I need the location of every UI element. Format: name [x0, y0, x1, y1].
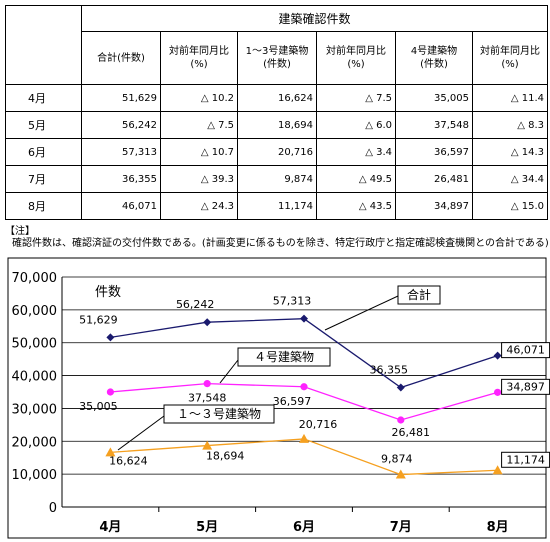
data-point	[395, 469, 406, 479]
data-point	[202, 440, 213, 450]
table-row: 8月 46,071 △ 24.3 11,174 △ 43.5 34,897 △ 15.0	[5, 192, 548, 220]
table-cell: △ 3.4	[316, 138, 396, 166]
data-label: 35,005	[79, 400, 118, 413]
y-tick-label: 0	[49, 501, 57, 516]
data-label: 56,242	[176, 298, 215, 311]
corner-cell	[5, 5, 82, 85]
callout-leader	[219, 359, 239, 384]
callout-leader	[117, 415, 165, 451]
y-tick-label: 50,000	[12, 337, 58, 352]
data-label: 37,548	[188, 392, 227, 405]
data-point	[299, 433, 309, 443]
data-point	[300, 383, 308, 391]
table-cell: 37,548	[395, 111, 473, 139]
data-point	[203, 318, 212, 327]
callout-box	[397, 285, 441, 305]
y-tick-label: 20,000	[12, 435, 58, 450]
data-label: 36,597	[273, 395, 312, 408]
data-point	[396, 383, 405, 392]
data-label: 57,313	[273, 295, 312, 308]
data-point	[397, 416, 405, 424]
table-cell: △ 14.3	[472, 138, 548, 166]
y-tick-label: 60,000	[12, 304, 58, 319]
data-label: 46,071	[506, 344, 545, 357]
table-row: 7月 36,355 △ 39.3 9,874 △ 49.5 26,481 △ 34.4	[5, 165, 548, 193]
table-cell: △ 7.5	[160, 111, 238, 139]
x-tick-label: 7月	[390, 520, 412, 535]
table-cell: 57,313	[81, 138, 161, 166]
data-label: 20,716	[299, 418, 338, 431]
callout-leader	[324, 295, 399, 331]
chart-frame	[7, 257, 547, 539]
data-point	[105, 447, 116, 457]
table-cell: △ 15.0	[472, 192, 548, 220]
header-cell: 1～3号建築物 (件数)	[237, 31, 317, 85]
table-cell: 18,694	[237, 111, 317, 139]
header-cell: 対前年同月比 (%)	[160, 31, 238, 85]
table-cell: 46,071	[81, 192, 161, 220]
header-row: 合計(件数) 対前年同月比 (%) 1～3号建築物 (件数) 対前年同月比 (%) 4号…	[6, 31, 548, 85]
data-point	[106, 388, 114, 396]
x-tick-label: 4月	[99, 520, 121, 535]
x-tick-label: 6月	[293, 520, 315, 535]
table-cell: 26,481	[395, 165, 473, 193]
data-label: 9,874	[381, 453, 413, 466]
data-point	[492, 465, 503, 475]
data-label: 18,694	[206, 450, 245, 463]
table-cell: △ 34.4	[472, 165, 548, 193]
header-cell: 対前年同月比 (%)	[472, 31, 548, 85]
table-cell: △ 24.3	[160, 192, 238, 220]
callout-box	[163, 404, 275, 424]
header-cell: 対前年同月比 (%)	[316, 31, 396, 85]
table-cell: △ 49.5	[316, 165, 396, 193]
data-label: 51,629	[79, 313, 118, 326]
data-label: 11,174	[506, 453, 545, 466]
data-point	[203, 380, 211, 388]
stats-table: 建築確認件数 合計(件数) 対前年同月比 (%) 1～3号建築物 (件数) 対前年同月…	[5, 5, 548, 220]
table-cell: △ 10.2	[160, 84, 238, 112]
y-tick-label: 70,000	[12, 271, 58, 286]
month-cell: 8月	[5, 192, 82, 220]
y-axis-title: 件数	[95, 285, 121, 300]
series-name-label: １～３号建築物	[177, 406, 261, 421]
y-tick-label: 30,000	[12, 402, 58, 417]
table-cell: 56,242	[81, 111, 161, 139]
data-label: 26,481	[392, 426, 431, 439]
data-point	[300, 314, 308, 323]
y-tick-label: 40,000	[12, 370, 58, 385]
series-name-label: 合計	[407, 287, 431, 302]
data-label: 34,897	[506, 380, 545, 393]
data-label: 36,355	[370, 364, 409, 377]
data-label: 16,624	[109, 454, 148, 467]
table-cell: 11,174	[237, 192, 317, 220]
data-point	[493, 351, 502, 360]
x-tick-label: 5月	[196, 520, 218, 535]
month-cell: 7月	[5, 165, 82, 193]
table-cell: 34,897	[395, 192, 473, 220]
table-cell: △ 43.5	[316, 192, 396, 220]
series-line	[110, 438, 498, 476]
series-name-label: ４号建築物	[254, 349, 314, 364]
data-point	[106, 333, 115, 342]
table-cell: 36,597	[395, 138, 473, 166]
y-tick-label: 10,000	[12, 468, 58, 483]
data-point	[494, 388, 502, 396]
callout-box	[237, 347, 331, 367]
note-text: 確認件数は、確認済証の交付件数である。(計画変更に係るものを除き、特定行政庁と指…	[12, 238, 549, 249]
table-cell: △ 7.5	[316, 84, 396, 112]
x-tick-label: 8月	[487, 520, 509, 535]
note-heading: 【注】	[5, 226, 35, 237]
table-cell: 20,716	[237, 138, 317, 166]
